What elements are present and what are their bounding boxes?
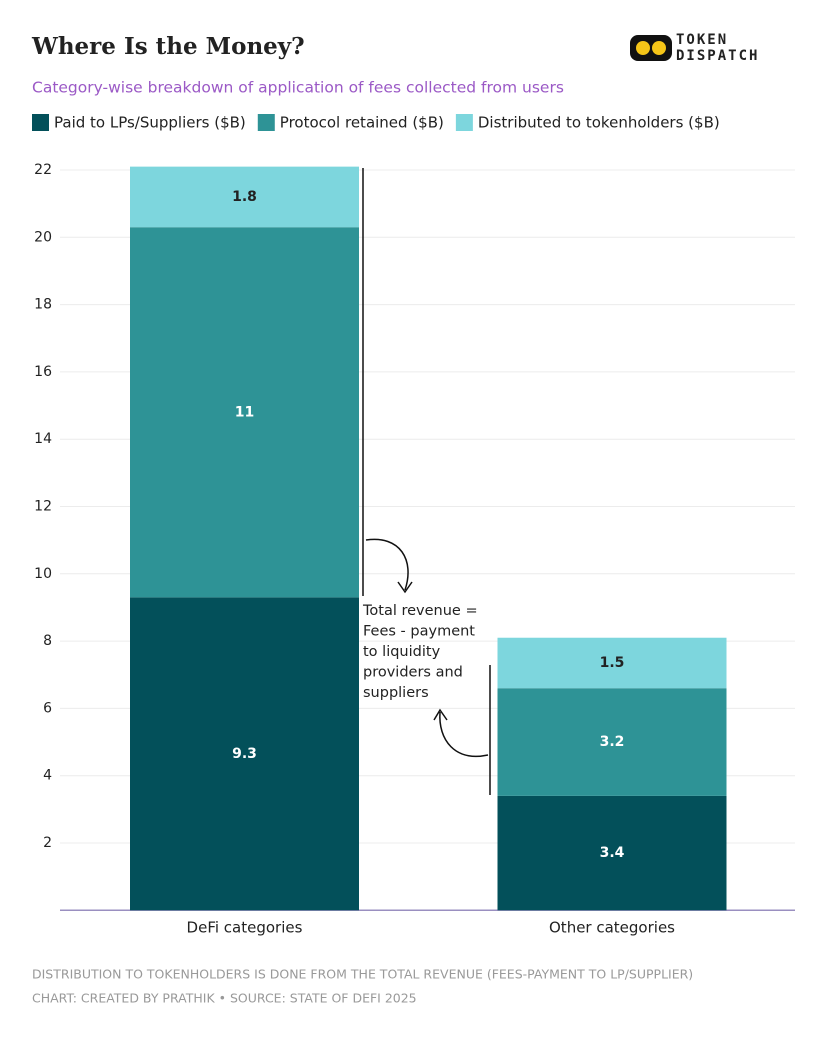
arrow bbox=[433, 708, 489, 758]
logo-text: TOKEN bbox=[676, 32, 728, 48]
bar-segment bbox=[497, 688, 727, 796]
data-label: 1.8 bbox=[232, 189, 257, 205]
y-tick-label: 18 bbox=[34, 297, 52, 313]
y-tick-label: 16 bbox=[34, 364, 52, 380]
annotation: Total revenue = bbox=[362, 603, 478, 619]
legend-label: Paid to LPs/Suppliers ($B) bbox=[54, 114, 246, 132]
y-tick-label: 14 bbox=[34, 431, 52, 447]
legend-label: Distributed to tokenholders ($B) bbox=[478, 114, 720, 132]
footnote: DISTRIBUTION TO TOKENHOLDERS IS DONE FRO… bbox=[32, 967, 693, 982]
data-label: 11 bbox=[235, 404, 254, 420]
legend-swatch bbox=[257, 114, 275, 131]
data-label: 9.3 bbox=[232, 746, 257, 762]
logo: TOKEN DISPATCH bbox=[630, 32, 759, 64]
y-tick-label: 12 bbox=[34, 499, 52, 515]
legend-swatch bbox=[32, 114, 49, 131]
y-tick-label: 8 bbox=[43, 633, 52, 649]
x-tick-label: DeFi categories bbox=[187, 919, 303, 937]
bar-segment bbox=[130, 166, 359, 228]
y-tick-label: 2 bbox=[43, 835, 52, 851]
annotation: Fees - payment bbox=[363, 624, 475, 640]
x-tick-label: Other categories bbox=[549, 919, 675, 937]
annotation: to liquidity bbox=[363, 644, 441, 660]
y-tick-label: 22 bbox=[34, 162, 52, 178]
y-tick-label: 6 bbox=[43, 700, 52, 716]
bar-segment bbox=[130, 597, 359, 911]
chart-title: Where Is the Money? bbox=[31, 33, 305, 60]
legend: Paid to LPs/Suppliers ($B) Protocol retai… bbox=[32, 114, 720, 132]
credit: CHART: CREATED BY PRATHIK • SOURCE: STAT… bbox=[32, 991, 417, 1006]
annotation: providers and bbox=[363, 665, 463, 681]
bar-segment bbox=[497, 795, 727, 911]
legend-swatch bbox=[455, 114, 473, 131]
legend-label: Protocol retained ($B) bbox=[280, 114, 444, 132]
data-label: 3.2 bbox=[600, 734, 625, 750]
y-tick-label: 10 bbox=[34, 566, 52, 582]
y-tick-label: 20 bbox=[34, 229, 52, 245]
subtitle: Category-wise breakdown of application o… bbox=[32, 79, 564, 97]
plot-area: 2 4 6 8 10 12 14 16 18 20 22 9.3 11 1.8 DeFi categorie… bbox=[34, 162, 795, 937]
bar-segment bbox=[497, 637, 727, 689]
logo-text: DISPATCH bbox=[676, 48, 759, 64]
data-label: 1.5 bbox=[600, 655, 625, 671]
data-label: 3.4 bbox=[600, 845, 625, 861]
y-tick-label: 4 bbox=[43, 768, 52, 784]
arrow bbox=[365, 538, 413, 594]
annotation: suppliers bbox=[363, 685, 429, 701]
bar-segment bbox=[130, 227, 359, 598]
